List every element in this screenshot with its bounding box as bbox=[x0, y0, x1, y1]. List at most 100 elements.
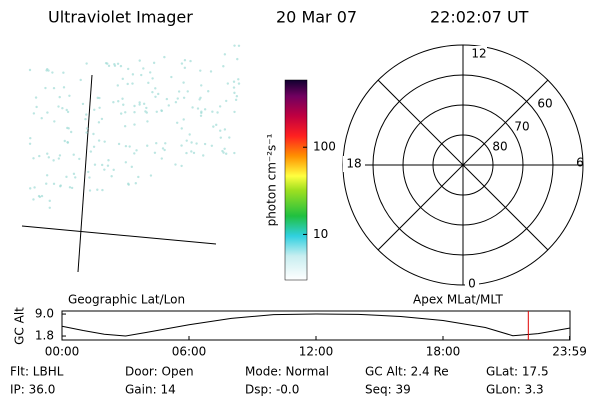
speckle bbox=[170, 75, 173, 79]
speckle bbox=[203, 108, 207, 111]
speckle bbox=[151, 90, 154, 94]
speckle bbox=[219, 129, 222, 132]
mlt-label: 18 bbox=[346, 157, 361, 171]
speckle bbox=[176, 97, 179, 100]
speckle bbox=[233, 91, 236, 95]
speckle bbox=[62, 86, 66, 89]
speckle bbox=[35, 105, 38, 109]
speckle bbox=[211, 110, 214, 113]
x-tick-label: 23:59 bbox=[552, 345, 587, 359]
info-field: GLat: 17.5 bbox=[486, 365, 549, 379]
speckle bbox=[63, 139, 66, 143]
speckle bbox=[237, 78, 240, 81]
info-field: Gain: 14 bbox=[125, 383, 176, 397]
speckle bbox=[40, 117, 43, 120]
meridian bbox=[77, 74, 93, 273]
speckle bbox=[224, 152, 228, 155]
speckle bbox=[92, 132, 95, 136]
speckle bbox=[66, 126, 69, 130]
speckle bbox=[117, 142, 121, 146]
speckle bbox=[78, 157, 81, 161]
speckle bbox=[191, 106, 194, 109]
speckle bbox=[110, 175, 113, 178]
speckle bbox=[155, 110, 158, 113]
speckle bbox=[153, 151, 157, 154]
speckle bbox=[160, 109, 163, 112]
speckle bbox=[33, 186, 36, 189]
speckle bbox=[46, 111, 49, 114]
speckle bbox=[104, 61, 108, 65]
speckle bbox=[117, 100, 120, 103]
speckle bbox=[96, 188, 99, 191]
speckle bbox=[32, 157, 35, 160]
label-bg bbox=[471, 46, 487, 62]
speckle bbox=[135, 149, 138, 152]
timeline-y-label: GC Alt bbox=[13, 307, 27, 345]
speckle bbox=[62, 71, 65, 74]
speckle bbox=[100, 163, 104, 167]
x-tick-label: 00:00 bbox=[45, 345, 80, 359]
speckle bbox=[219, 136, 222, 139]
speckle bbox=[196, 107, 200, 110]
speckle bbox=[119, 112, 123, 115]
x-tick-label: 06:00 bbox=[172, 345, 207, 359]
speckle bbox=[38, 154, 41, 158]
speckle bbox=[112, 101, 115, 104]
speckle bbox=[237, 44, 241, 47]
info-field: Door: Open bbox=[125, 365, 194, 379]
info-field: GLon: 3.3 bbox=[486, 383, 544, 397]
speckle bbox=[81, 102, 85, 106]
speckle bbox=[37, 194, 41, 198]
speckle bbox=[190, 150, 193, 153]
speckle bbox=[44, 86, 47, 90]
speckle bbox=[106, 164, 110, 167]
speckle bbox=[53, 120, 56, 123]
speckle bbox=[72, 172, 76, 176]
mlt-label: 0 bbox=[468, 277, 476, 291]
speckle bbox=[98, 96, 101, 100]
speckle bbox=[40, 194, 44, 198]
timeline-left-label: Geographic Lat/Lon bbox=[68, 293, 185, 307]
speckle bbox=[58, 154, 62, 157]
speckle bbox=[85, 131, 88, 134]
speckle bbox=[189, 59, 192, 63]
speckle bbox=[149, 174, 153, 177]
speckle bbox=[188, 133, 191, 136]
speckle bbox=[183, 66, 187, 70]
speckle bbox=[233, 44, 236, 47]
speckle bbox=[70, 186, 74, 190]
speckle bbox=[134, 182, 138, 185]
speckle bbox=[52, 86, 56, 90]
speckle bbox=[180, 62, 184, 65]
speckle bbox=[84, 117, 87, 121]
speckle bbox=[152, 61, 156, 65]
speckle bbox=[72, 153, 75, 156]
speckle bbox=[116, 62, 120, 65]
speckle bbox=[61, 107, 64, 110]
speckle bbox=[232, 86, 236, 89]
y-tick-label: 1.8 bbox=[35, 329, 54, 343]
speckle bbox=[52, 182, 56, 186]
speckle bbox=[151, 77, 154, 80]
speckle bbox=[154, 95, 157, 98]
y-tick-label: 9.0 bbox=[35, 307, 54, 321]
speckle bbox=[112, 168, 115, 172]
speckle bbox=[58, 95, 61, 99]
speckle bbox=[130, 165, 134, 169]
speckle bbox=[167, 104, 170, 107]
speckle bbox=[222, 65, 225, 68]
speckle bbox=[66, 141, 70, 144]
image-panel bbox=[21, 44, 241, 273]
speckle bbox=[161, 147, 165, 150]
speckle bbox=[160, 157, 163, 160]
speckle bbox=[145, 106, 148, 110]
speckle bbox=[234, 98, 238, 102]
speckle bbox=[123, 125, 127, 128]
x-tick-label: 12:00 bbox=[299, 345, 334, 359]
speckle bbox=[131, 82, 134, 85]
speckle bbox=[133, 123, 136, 126]
speckle bbox=[163, 55, 166, 59]
speckle bbox=[103, 168, 106, 171]
speckle bbox=[233, 110, 236, 114]
speckle bbox=[126, 82, 129, 86]
